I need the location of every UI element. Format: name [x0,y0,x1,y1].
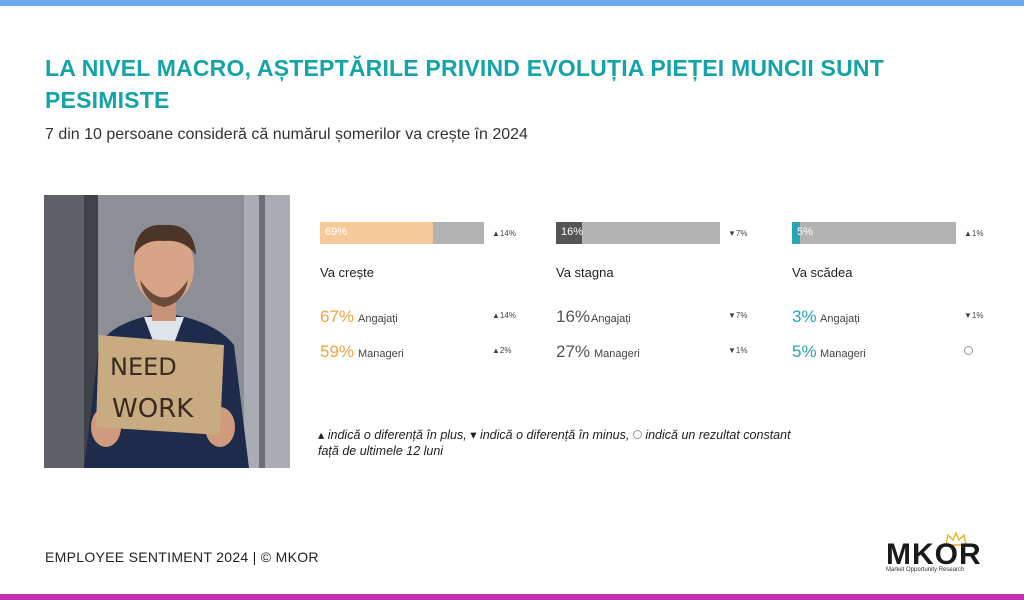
legend-note-part1: ▴ indică o diferență în plus, ▾ indică o… [318,428,630,442]
employees-label: Angajați [820,313,860,325]
bar-fill-va-creste: 69% [320,222,433,244]
photo-man-need-work-sign: NEED WORK [44,195,290,468]
employees-label: Angajați [591,313,631,325]
managers-label: Manageri [820,348,866,360]
page-title: LA NIVEL MACRO, AȘTEPTĂRILE PRIVIND EVOL… [45,55,884,113]
bar-row: 5% ▲1% [792,222,997,244]
managers-delta: ▼1% [728,346,748,355]
employees-stat: 3% Angajați ▼1% [792,307,997,327]
bar-row: 69% ▲14% [320,222,525,244]
footer-text: EMPLOYEE SENTIMENT 2024 | © MKOR [45,549,319,565]
bottom-accent-bar [0,594,1024,600]
managers-delta: ▲2% [492,346,512,355]
legend-note: ▴ indică o diferență în plus, ▾ indică o… [318,427,918,459]
category-label: Va stagna [556,265,614,280]
employees-pct: 16% [556,307,591,326]
column-va-stagna: 16% ▼7% Va stagna 16% Angajați ▼7% 27% M… [556,222,761,372]
constant-circle-icon [632,430,642,439]
bar-fill-va-scadea: 5% [792,222,813,244]
managers-stat: 27% Manageri ▼1% [556,342,761,362]
bar-row: 16% ▼7% [556,222,761,244]
bar-track: 5% [792,222,956,244]
employees-delta: ▼7% [728,311,748,320]
category-label: Va crește [320,265,374,280]
bar-delta: ▼7% [728,229,748,238]
constant-circle-icon [964,346,973,357]
sign-text-line1: NEED [110,353,177,381]
bar-fill-va-stagna: 16% [556,222,584,244]
managers-pct: 5% [792,342,817,361]
top-accent-bar [0,0,1024,6]
bar-value-label: 16% [561,226,584,238]
employees-pct: 3% [792,307,817,326]
crown-icon [945,532,967,546]
legend-note-part2: indică un rezultat constant [645,428,791,442]
mkor-logo: MKOR Market Opportunity Research [884,532,996,578]
managers-label: Manageri [594,348,640,360]
bar-delta: ▲14% [492,229,516,238]
managers-pct: 59% [320,342,355,361]
sign-text-line2: WORK [112,394,194,424]
page-subtitle: 7 din 10 persoane consideră că numărul ș… [45,126,528,143]
legend-note-line2: față de ultimele 12 luni [318,444,444,458]
bar-value-label: 69% [325,226,348,238]
employees-delta: ▲14% [492,311,516,320]
logo-wordmark: MKOR [886,538,982,571]
bar-value-label: 5% [797,226,813,238]
managers-stat: 59% Manageri ▲2% [320,342,525,362]
column-va-scadea: 5% ▲1% Va scădea 3% Angajați ▼1% 5% Mana… [792,222,997,372]
managers-label: Manageri [358,348,404,360]
bar-delta: ▲1% [964,229,984,238]
employees-label: Angajați [358,313,398,325]
employees-pct: 67% [320,307,355,326]
column-va-creste: 69% ▲14% Va crește 67% Angajați ▲14% 59%… [320,222,525,372]
bar-track: 16% [556,222,720,244]
employees-delta: ▼1% [964,311,984,320]
managers-stat: 5% Manageri [792,342,997,362]
managers-pct: 27% [556,342,591,361]
employees-stat: 67% Angajați ▲14% [320,307,525,327]
employees-stat: 16% Angajați ▼7% [556,307,761,327]
bar-track: 69% [320,222,484,244]
category-label: Va scădea [792,265,853,280]
logo-tagline: Market Opportunity Research [886,567,965,573]
